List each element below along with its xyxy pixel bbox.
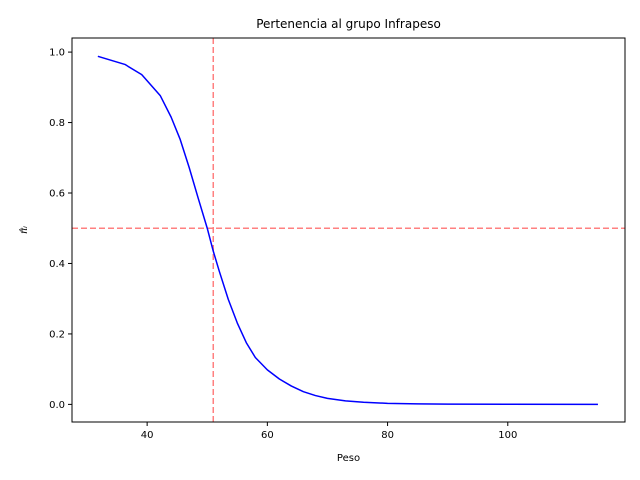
y-tick-label: 0.4 <box>49 259 65 270</box>
y-tick-label: 0.6 <box>49 189 65 200</box>
y-tick-label: 0.2 <box>49 329 65 340</box>
chart-title: Pertenencia al grupo Infrapeso <box>256 17 441 31</box>
x-axis-label: Peso <box>337 453 360 464</box>
axes-frame <box>71 37 626 423</box>
plot-area <box>72 38 625 422</box>
y-tick-label: 1.0 <box>49 48 65 59</box>
series-line <box>97 55 598 406</box>
x-tick-label: 80 <box>381 430 394 441</box>
y-tick-label: 0.0 <box>49 400 65 411</box>
x-tick-label: 100 <box>498 430 517 441</box>
x-tick-label: 40 <box>141 430 154 441</box>
x-tick-label: 60 <box>261 430 274 441</box>
y-axis-label: π̂ᵢ <box>18 226 30 234</box>
y-axis: 0.0 0.2 0.4 0.6 0.8 1.0 <box>49 48 72 411</box>
y-tick-label: 0.8 <box>49 118 65 129</box>
x-axis: 40 60 80 100 <box>141 422 517 441</box>
